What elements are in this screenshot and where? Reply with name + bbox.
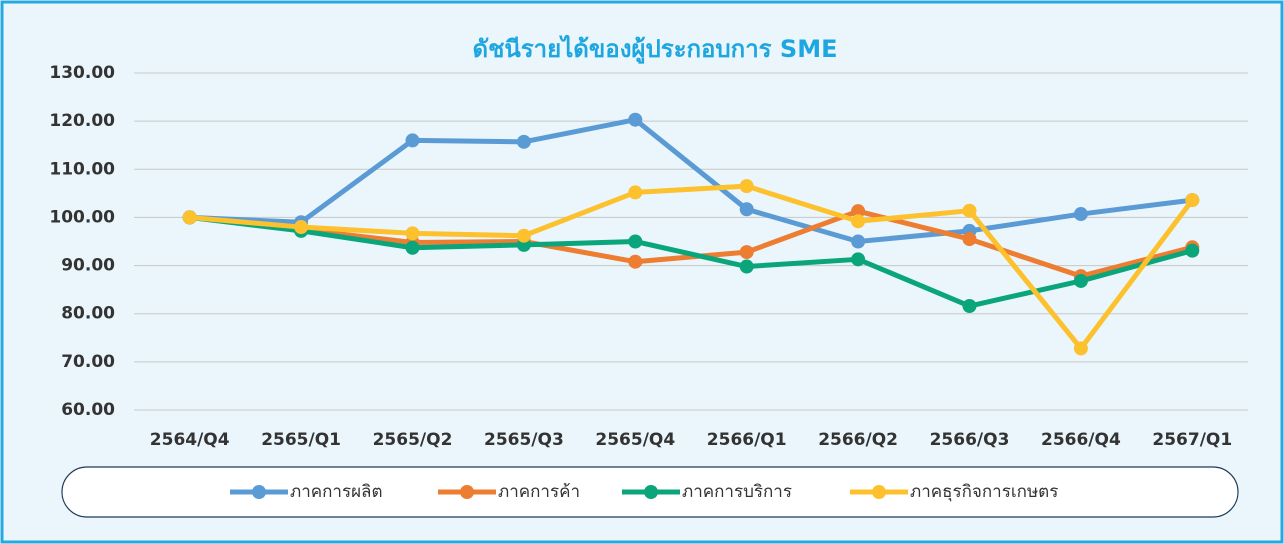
data-point: [405, 133, 420, 148]
data-point: [962, 299, 977, 314]
legend: ภาคการผลิต ภาคการค้า ภาคการบริการ ภาคธุรกิจ…: [230, 482, 1058, 502]
data-point: [851, 234, 866, 249]
x-tick-label: 2566/Q1: [707, 430, 787, 450]
data-point: [628, 254, 643, 269]
legend-label: ภาคการผลิต: [290, 482, 383, 502]
data-point: [628, 112, 643, 127]
series-line: [189, 214, 1193, 309]
x-tick-label: 2566/Q2: [818, 430, 898, 450]
y-tick-label: 100.00: [49, 207, 115, 227]
legend-marker: [872, 485, 886, 499]
series-line: [189, 183, 1195, 351]
data-point: [182, 210, 197, 225]
legend-label: ภาคการบริการ: [682, 482, 792, 502]
y-tick-label: 80.00: [61, 304, 115, 324]
chart-title: ดัชนีรายได้ของผู้ประกอบการ SME: [473, 34, 838, 64]
data-point: [405, 226, 420, 241]
legend-marker: [252, 485, 266, 499]
y-tick-label: 90.00: [61, 256, 115, 276]
data-point: [739, 245, 754, 260]
x-tick-label: 2565/Q4: [595, 430, 675, 450]
data-point: [628, 185, 643, 200]
legend-label: ภาคการค้า: [498, 482, 580, 502]
series-line: [189, 208, 1193, 279]
data-point: [739, 202, 754, 217]
legend-marker: [644, 485, 658, 499]
data-point: [516, 134, 531, 149]
data-point: [1073, 273, 1088, 288]
legend-marker: [460, 485, 474, 499]
x-tick-label: 2564/Q4: [150, 430, 230, 450]
data-point: [851, 204, 866, 219]
data-point: [628, 234, 643, 249]
y-tick-label: 110.00: [49, 159, 115, 179]
y-tick-label: 130.00: [49, 63, 115, 83]
legend-label: ภาคธุรกิจการเกษตร: [910, 482, 1058, 502]
x-tick-label: 2567/Q1: [1152, 430, 1232, 450]
data-point: [851, 252, 866, 267]
data-point: [1185, 193, 1200, 208]
data-point: [1073, 341, 1088, 356]
x-tick-label: 2566/Q4: [1041, 430, 1121, 450]
data-point: [962, 203, 977, 218]
data-point: [1073, 207, 1088, 222]
plot: [182, 112, 1200, 356]
data-point: [962, 232, 977, 247]
y-tick-label: 120.00: [49, 111, 115, 131]
y-tick-label: 70.00: [61, 352, 115, 372]
x-tick-label: 2565/Q1: [261, 430, 341, 450]
x-tick-label: 2565/Q3: [484, 430, 564, 450]
data-point: [739, 179, 754, 194]
data-point: [1185, 243, 1200, 258]
series-line: [189, 117, 1193, 244]
data-point: [405, 240, 420, 255]
data-point: [851, 214, 866, 229]
data-point: [516, 228, 531, 243]
x-tick-label: 2565/Q2: [373, 430, 453, 450]
data-point: [739, 259, 754, 274]
data-point: [294, 220, 309, 235]
x-tick-label: 2566/Q3: [930, 430, 1010, 450]
y-tick-label: 60.00: [61, 400, 115, 420]
